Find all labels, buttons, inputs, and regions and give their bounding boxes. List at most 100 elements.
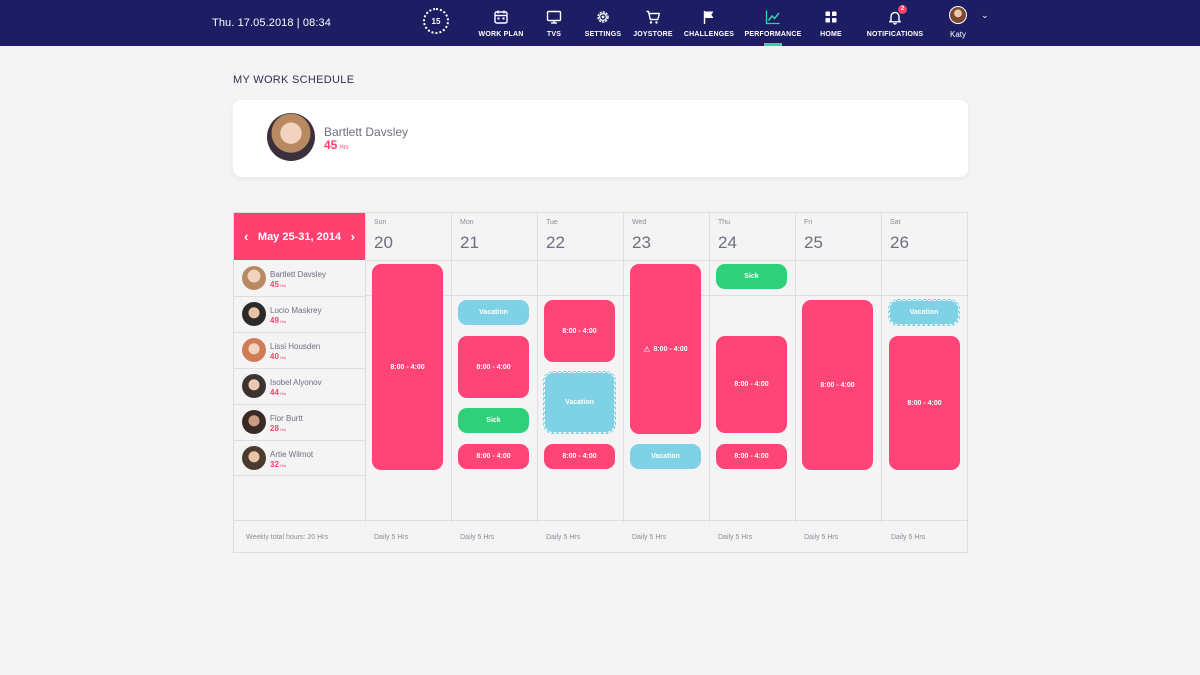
profile-card: Bartlett Davsley 45 Hrs <box>233 100 968 177</box>
day-header-thu: Thu 24 <box>709 213 795 260</box>
day-number: 25 <box>804 233 823 252</box>
bell-icon <box>889 11 901 25</box>
employee-hours-value: 49 <box>270 316 279 325</box>
top-navigation-bar: Thu. 17.05.2018 | 08:34 15 WORK PLAN TVS… <box>0 0 1200 46</box>
day-header-sun: Sun 20 <box>365 213 451 260</box>
employee-hours-unit: Hrs <box>279 427 287 432</box>
shift-block[interactable]: 8:00 - 4:00 <box>458 336 529 398</box>
weekly-total-hours: Weekly total hours: 20 Hrs <box>246 534 328 541</box>
employee-hours: 28Hrs <box>270 424 286 433</box>
nav-label: CHALLENGES <box>683 31 735 38</box>
profile-name: Bartlett Davsley <box>324 125 409 139</box>
employee-row[interactable]: Lucio Maskrey 49Hrs <box>234 296 365 332</box>
daily-hours: Daily 5 Hrs <box>891 534 926 541</box>
employee-row[interactable]: Bartlett Davsley 45Hrs <box>234 260 365 296</box>
employee-name: Lucio Maskrey <box>270 306 322 315</box>
daily-hours: Daily 5 Hrs <box>460 534 495 541</box>
chart-line-icon <box>765 10 780 25</box>
nav-label: SETTINGS <box>584 31 622 38</box>
week-range-selector: ‹ May 25-31, 2014 › <box>234 213 365 260</box>
shift-block[interactable]: 8:00 - 4:00 <box>458 444 529 469</box>
employee-hours: 45Hrs <box>270 280 286 289</box>
page-title: MY WORK SCHEDULE <box>233 74 355 86</box>
day-header-fri: Fri 25 <box>795 213 881 260</box>
employee-hours-unit: Hrs <box>279 319 287 324</box>
countdown-timer[interactable]: 15 <box>423 8 449 34</box>
employee-row[interactable]: Lissi Housden 40Hrs <box>234 332 365 368</box>
day-number: 24 <box>718 233 737 252</box>
employee-hours-value: 45 <box>270 280 279 289</box>
employee-name: Artie Wilmot <box>270 450 314 459</box>
vacation-block[interactable]: Vacation <box>630 444 701 469</box>
warning-icon: ⚠ <box>643 344 651 354</box>
nav-label: JOYSTORE <box>633 31 673 38</box>
nav-label: NOTIFICATIONS <box>866 31 924 38</box>
daily-hours: Daily 5 Hrs <box>718 534 753 541</box>
day-name: Mon <box>460 219 474 226</box>
sick-block[interactable]: Sick <box>716 264 787 289</box>
day-header-wed: Wed 23 <box>623 213 709 260</box>
shift-block[interactable]: 8:00 - 4:00 <box>544 444 615 469</box>
day-header-mon: Mon 21 <box>451 213 537 260</box>
employee-name: Lissi Housden <box>270 342 321 351</box>
nav-label: WORK PLAN <box>478 31 524 38</box>
day-name: Wed <box>632 219 647 226</box>
calendar-icon <box>494 10 508 24</box>
notification-count-badge: 2 <box>898 5 907 14</box>
avatar <box>242 266 266 290</box>
employee-row[interactable]: Flor Burtt 28Hrs <box>234 404 365 440</box>
day-name: Sat <box>890 219 901 226</box>
sick-block[interactable]: Sick <box>458 408 529 433</box>
profile-hours-value: 45 <box>324 138 338 152</box>
user-avatar[interactable] <box>949 6 967 24</box>
prev-week-arrow-icon[interactable]: ‹ <box>244 229 249 244</box>
employee-name: Isobel Alyonov <box>270 378 322 387</box>
shift-block[interactable]: 8:00 - 4:00 <box>802 300 873 470</box>
day-number: 20 <box>374 233 393 252</box>
schedule-grid: ‹ May 25-31, 2014 › Sun 20 Mon 21 Tue 22 We… <box>233 212 968 553</box>
avatar <box>242 302 266 326</box>
avatar <box>267 113 315 161</box>
gear-icon <box>597 11 609 23</box>
employee-hours: 49Hrs <box>270 316 286 325</box>
day-number: 26 <box>890 233 909 252</box>
employee-hours-unit: Hrs <box>279 283 287 288</box>
avatar <box>242 446 266 470</box>
chevron-down-icon[interactable]: ⌄ <box>981 10 989 20</box>
employee-hours-value: 44 <box>270 388 279 397</box>
employee-name: Flor Burtt <box>270 414 303 423</box>
employee-row[interactable]: Isobel Alyonov 44Hrs <box>234 368 365 404</box>
employee-hours: 40Hrs <box>270 352 286 361</box>
vacation-block[interactable]: Vacation <box>458 300 529 325</box>
day-name: Fri <box>804 219 813 226</box>
employee-row[interactable]: Artie Wilmot 32Hrs <box>234 440 365 476</box>
user-name: Katy <box>950 30 967 39</box>
nav-label: PERFORMANCE <box>744 31 802 38</box>
day-number: 21 <box>460 233 479 252</box>
vacation-block[interactable]: Vacation <box>543 371 616 434</box>
shift-block[interactable]: 8:00 - 4:00 <box>372 264 443 470</box>
employee-hours-unit: Hrs <box>279 463 287 468</box>
day-header-tue: Tue 22 <box>537 213 623 260</box>
shift-block-warning[interactable]: ⚠ 8:00 - 4:00 <box>630 264 701 434</box>
employee-hours-value: 32 <box>270 460 279 469</box>
shift-block[interactable]: 8:00 - 4:00 <box>544 300 615 362</box>
next-week-arrow-icon[interactable]: › <box>350 229 355 244</box>
week-range-label: May 25-31, 2014 <box>257 230 342 243</box>
monitor-icon <box>546 10 562 24</box>
avatar <box>242 374 266 398</box>
flag-icon <box>703 11 714 24</box>
daily-hours: Daily 5 Hrs <box>632 534 667 541</box>
shift-block[interactable]: 8:00 - 4:00 <box>716 336 787 433</box>
shift-block[interactable]: 8:00 - 4:00 <box>716 444 787 469</box>
employee-hours: 44Hrs <box>270 388 286 397</box>
shift-block[interactable]: 8:00 - 4:00 <box>889 336 960 470</box>
vacation-block[interactable]: Vacation <box>888 299 960 326</box>
day-header-sat: Sat 26 <box>881 213 967 260</box>
employee-hours-unit: Hrs <box>279 391 287 396</box>
employee-hours-value: 40 <box>270 352 279 361</box>
day-name: Thu <box>718 219 731 226</box>
current-datetime: Thu. 17.05.2018 | 08:34 <box>212 17 331 29</box>
nav-label: HOME <box>820 31 842 38</box>
employee-hours-unit: Hrs <box>279 355 287 360</box>
